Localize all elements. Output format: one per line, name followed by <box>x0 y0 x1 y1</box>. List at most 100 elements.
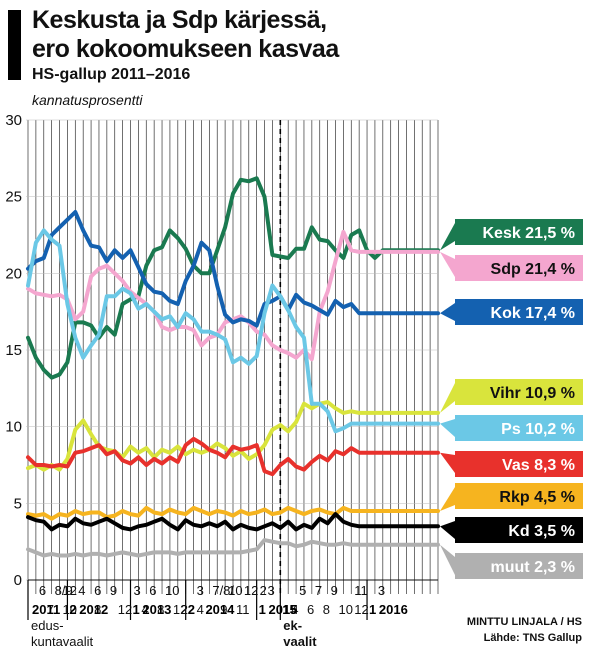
series-label-pointer <box>440 419 455 437</box>
series-label-ps: Ps 10,2 % <box>440 415 583 441</box>
x-tick-label-year: 2012 <box>79 602 108 617</box>
x-tick-label-month-row2: 8 <box>157 602 164 617</box>
x-tick-label-year: 2011 <box>32 602 60 617</box>
x-tick-label-month: 2 <box>260 583 267 598</box>
y-tick-label: 20 <box>5 265 22 282</box>
chart-title-line-2: ero kokoomukseen kasvaa <box>32 35 339 63</box>
series-label-box <box>455 415 583 441</box>
x-tick-label-month-row2: 12 <box>173 602 187 617</box>
series-label-box <box>455 517 583 543</box>
source-text: Lähde: TNS Gallup <box>483 632 582 644</box>
x-tick-label-month: 6 <box>39 583 46 598</box>
x-tick-label-month-row2: 10 <box>339 602 353 617</box>
series-line-kok <box>26 210 440 328</box>
series-label-pointer <box>440 452 455 473</box>
x-tick-label-month: 4 <box>78 583 85 598</box>
x-tick-label-year: 2015 <box>269 602 298 617</box>
series-label-box <box>455 451 583 477</box>
x-tick-label-month-row2: 4 <box>291 602 298 617</box>
series-label-pointer <box>440 544 455 575</box>
x-tick-label-month-row2: 12 <box>354 602 368 617</box>
x-tick-label-month-row2: 11 <box>236 602 250 617</box>
x-tick-label-month-row2: 4 <box>197 602 204 617</box>
x-tick-label-month: 11 <box>354 583 368 598</box>
x-tick-label-month: 12 <box>63 583 77 598</box>
x-tick-label-month: 5 <box>299 583 306 598</box>
series-label-text: Kd 3,5 % <box>508 523 575 540</box>
x-tick-label-month: 8/9 <box>55 583 73 598</box>
x-tick-label-year: 2014 <box>205 602 235 617</box>
x-axis-annotation: edus- <box>31 618 64 633</box>
x-tick-label-year: 2013 <box>142 602 171 617</box>
series-layer <box>26 176 440 558</box>
chart-subtitle: HS-gallup 2011–2016 <box>32 66 191 83</box>
y-tick-label: 25 <box>5 189 22 206</box>
x-tick-label-month-row2: 4 <box>141 602 148 617</box>
series-label-text: Vihr 10,9 % <box>490 385 575 402</box>
series-label-kesk: Kesk 21,5 % <box>440 219 583 251</box>
title-accent-bar <box>8 10 21 80</box>
y-tick-label: 5 <box>14 495 22 512</box>
series-line-ps <box>26 228 440 434</box>
x-axis-annotation: kuntavaalit <box>31 634 94 649</box>
x-tick-label-month: 6 <box>149 583 156 598</box>
series-label-box <box>455 379 583 405</box>
y-axis-unit-label: kannatusprosentti <box>32 92 143 108</box>
series-label-pointer <box>440 521 455 539</box>
series-label-text: muut 2,3 % <box>491 559 575 576</box>
series-label-kd: Kd 3,5 % <box>440 517 583 543</box>
series-label-muut: muut 2,3 % <box>440 544 583 579</box>
y-tick-label: 15 <box>5 342 22 359</box>
series-label-kok: Kok 17,4 % <box>440 299 583 325</box>
series-label-text: Rkp 4,5 % <box>499 489 575 506</box>
series-label-sdp: Sdp 21,4 % <box>440 251 583 281</box>
x-tick-label-month: 9 <box>331 583 338 598</box>
x-tick-label-year: 2016 <box>379 602 408 617</box>
x-tick-label-month: 6 <box>94 583 101 598</box>
x-tick-label-year: 1 <box>369 602 376 617</box>
y-tick-label: 0 <box>14 572 22 589</box>
x-axis-annotation: vaalit <box>283 634 317 649</box>
series-line-vihr <box>26 400 440 472</box>
x-tick-label-month: 3 <box>268 583 275 598</box>
y-tick-label: 10 <box>5 419 22 436</box>
series-label-pointer <box>440 383 455 413</box>
x-tick-label-year: 1 <box>259 602 266 617</box>
y-tick-label: 30 <box>5 112 22 129</box>
series-line-sdp <box>26 229 440 362</box>
series-line-muut <box>26 538 440 558</box>
series-label-text: Ps 10,2 % <box>501 421 575 438</box>
series-label-vas: Vas 8,3 % <box>440 451 583 477</box>
credit-text: MINTTU LINJALA / HS <box>466 616 582 628</box>
series-line-vas <box>26 436 440 477</box>
series-label-box <box>455 219 583 245</box>
series-label-layer: Kesk 21,5 % Sdp 21,4 % Kok 17,4 % Vihr 10,9… <box>440 219 583 579</box>
x-tick-label-month-row2: 8 <box>94 602 101 617</box>
x-tick-label-month: 3 <box>197 583 204 598</box>
x-tick-label-year: 1 <box>133 602 140 617</box>
x-tick-label-month: 3 <box>378 583 385 598</box>
series-label-vihr: Vihr 10,9 % <box>440 379 583 413</box>
x-tick-label-month-row2: 10 <box>63 602 77 617</box>
series-label-box <box>455 553 583 579</box>
chart-header: Keskusta ja Sdp kärjessä, ero kokoomukse… <box>0 0 592 110</box>
chart-title: Keskusta ja Sdp kärjessä, ero kokoomukse… <box>32 6 492 64</box>
x-tick-label-month: 10 <box>165 583 179 598</box>
series-line-kd <box>26 512 440 532</box>
x-tick-label-month-row2: 7 <box>47 602 54 617</box>
x-tick-label-month-row2: 12 <box>118 602 132 617</box>
x-tick-label-month: 7/8/ <box>212 583 234 598</box>
x-tick-label-month: 3 <box>134 583 141 598</box>
x-tick-label-month: 12 <box>244 583 258 598</box>
series-label-rkp: Rkp 4,5 % <box>440 483 583 511</box>
x-tick-label-month: 7 <box>315 583 322 598</box>
x-tick-label-month-row2: 6 <box>307 602 314 617</box>
series-label-box <box>455 483 583 509</box>
series-label-box <box>455 255 583 281</box>
x-tick-label-month-row2: 8 <box>323 602 330 617</box>
x-axis-annotation: ek- <box>283 618 302 633</box>
series-label-pointer <box>440 487 455 511</box>
series-label-pointer <box>440 303 455 321</box>
x-tick-label-year: 15 <box>282 602 296 617</box>
series-label-pointer <box>440 251 455 277</box>
